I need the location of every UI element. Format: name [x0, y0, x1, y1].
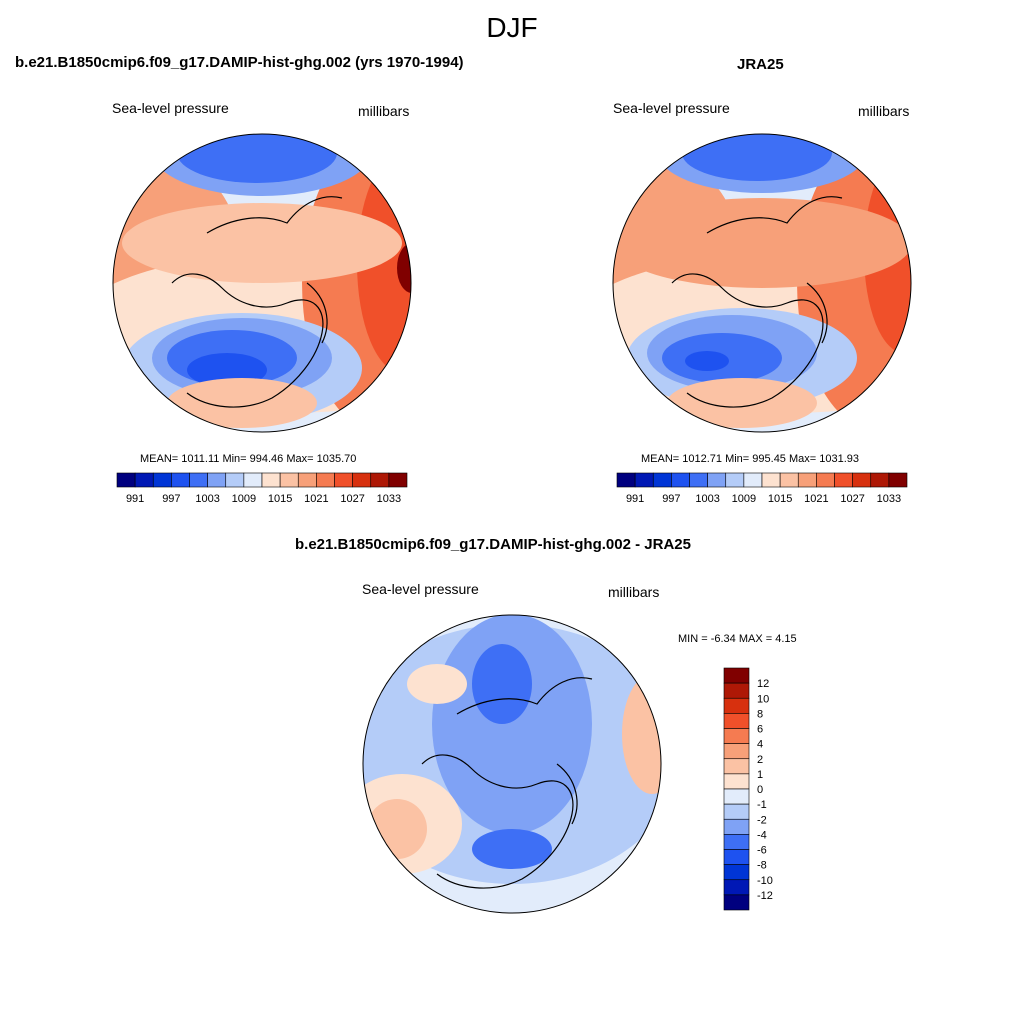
- colorbar-swatch: [261, 472, 281, 488]
- map-jra25-slp: [612, 133, 912, 433]
- colorbar-tick-label: 1009: [732, 493, 756, 505]
- colorbar-tick-label: -2: [757, 814, 767, 826]
- colorbar-swatch: [888, 472, 908, 488]
- colorbar-swatch: [243, 472, 263, 488]
- colorbar-tick-label: 1015: [268, 493, 292, 505]
- colorbar-tick-label: 1003: [695, 493, 719, 505]
- colorbar-swatch: [870, 472, 890, 488]
- colorbar-swatch: [316, 472, 335, 488]
- panel1-units-label: millibars: [358, 103, 410, 119]
- colorbar-tick-label: -4: [757, 829, 767, 841]
- colorbar-swatch: [723, 834, 750, 850]
- colorbar-tick-label: -12: [757, 890, 773, 902]
- colorbar-tick-label: 997: [662, 493, 680, 505]
- colorbar-swatch: [334, 472, 353, 488]
- colorbar-swatch: [189, 472, 208, 488]
- colorbar-swatch: [152, 472, 172, 488]
- colorbar-swatch: [725, 472, 745, 488]
- colorbar-tick-label: -8: [757, 860, 767, 872]
- colorbar-tick-label: 12: [757, 678, 769, 690]
- colorbar-swatch: [279, 472, 299, 488]
- colorbar-tick-label: 1003: [195, 493, 219, 505]
- colorbar-tick-label: 0: [757, 784, 763, 796]
- colorbar-tick-label: -10: [757, 875, 773, 887]
- colorbar-tick-label: 1: [757, 769, 763, 781]
- panel2-variable-label: Sea-level pressure: [613, 100, 730, 116]
- colorbar-swatch: [723, 864, 750, 881]
- colorbar-swatch: [225, 472, 245, 488]
- colorbar-swatch: [388, 472, 408, 488]
- colorbar-swatch: [723, 758, 750, 775]
- panel1-title: b.e21.B1850cmip6.f09_g17.DAMIP-hist-ghg.…: [15, 54, 464, 71]
- colorbar-tick-label: 991: [626, 493, 644, 505]
- colorbar-swatch: [723, 894, 750, 911]
- colorbar-tick-label: 2: [757, 754, 763, 766]
- colorbar-swatch: [723, 743, 750, 760]
- panel3-variable-label: Sea-level pressure: [362, 581, 479, 597]
- colorbar-tick-label: 8: [757, 708, 763, 720]
- colorbar-swatch: [723, 773, 750, 790]
- colorbar-swatch: [761, 472, 781, 488]
- colorbar-swatch: [723, 803, 750, 820]
- colorbar-swatch: [671, 472, 690, 488]
- colorbar-tick-label: 997: [162, 493, 180, 505]
- colorbar-swatch: [797, 472, 817, 488]
- panel3-units-label: millibars: [608, 584, 660, 600]
- colorbar-model: 991 997 1003 1009 1015 1021 1027 1033: [116, 472, 408, 505]
- colorbar-swatch: [634, 472, 654, 488]
- colorbar-swatch: [743, 472, 763, 488]
- colorbar-tick-label: 4: [757, 739, 763, 751]
- colorbar-tick-label: 1009: [232, 493, 256, 505]
- colorbar-tick-label: 1021: [304, 493, 328, 505]
- colorbar-swatch: [134, 472, 154, 488]
- colorbar-swatch: [723, 849, 750, 865]
- colorbar-jra25: 991 997 1003 1009 1015 1021 1027 1033: [616, 472, 908, 505]
- colorbar-swatch: [370, 472, 390, 488]
- panel1-stats: MEAN= 1011.11 Min= 994.46 Max= 1035.70: [140, 453, 357, 465]
- map-difference-slp: [362, 614, 662, 914]
- panel2-units-label: millibars: [858, 103, 910, 119]
- map-model-slp: [112, 133, 412, 433]
- colorbar-tick-label: 1027: [340, 493, 364, 505]
- colorbar-swatch: [723, 879, 750, 896]
- colorbar-swatch: [652, 472, 672, 488]
- colorbar-swatch: [723, 697, 750, 714]
- panel2-stats: MEAN= 1012.71 Min= 995.45 Max= 1031.93: [641, 453, 860, 465]
- colorbar-tick-label: -1: [757, 799, 767, 811]
- colorbar-tick-label: -6: [757, 845, 767, 857]
- colorbar-tick-label: 6: [757, 724, 763, 736]
- colorbar-swatch: [834, 472, 853, 488]
- panel3-title: b.e21.B1850cmip6.f09_g17.DAMIP-hist-ghg.…: [295, 536, 691, 553]
- figure-title: DJF: [486, 12, 538, 43]
- colorbar-swatch: [207, 472, 227, 488]
- colorbar-swatch: [816, 472, 835, 488]
- colorbar-tick-label: 1033: [377, 493, 401, 505]
- colorbar-tick-label: 1027: [840, 493, 864, 505]
- colorbar-swatch: [707, 472, 727, 488]
- colorbar-swatch: [116, 472, 136, 488]
- colorbar-swatch: [352, 472, 372, 488]
- panel3-stats: MIN = -6.34 MAX = 4.15: [678, 633, 797, 645]
- colorbar-swatch: [616, 472, 636, 488]
- colorbar-tick-label: 1033: [877, 493, 901, 505]
- colorbar-swatch: [171, 472, 190, 488]
- colorbar-tick-label: 1021: [804, 493, 828, 505]
- colorbar-swatch: [723, 667, 750, 684]
- colorbar-swatch: [852, 472, 872, 488]
- colorbar-swatch: [723, 818, 750, 835]
- colorbar-swatch: [723, 728, 750, 744]
- colorbar-swatch: [689, 472, 708, 488]
- colorbar-swatch: [723, 682, 750, 699]
- colorbar-tick-label: 991: [126, 493, 144, 505]
- panel2-title: JRA25: [737, 56, 784, 73]
- colorbar-swatch: [297, 472, 317, 488]
- colorbar-swatch: [723, 788, 750, 805]
- panel1-variable-label: Sea-level pressure: [112, 100, 229, 116]
- colorbar-swatch: [779, 472, 799, 488]
- colorbar-tick-label: 1015: [768, 493, 792, 505]
- colorbar-swatch: [723, 713, 750, 729]
- colorbar-tick-label: 10: [757, 693, 769, 705]
